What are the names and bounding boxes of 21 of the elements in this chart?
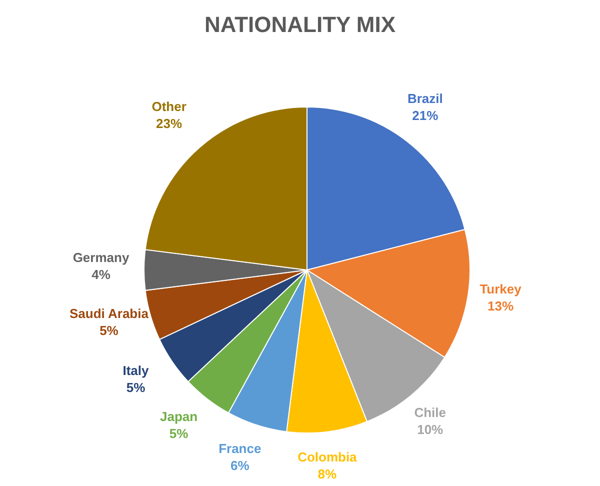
chart-title: NATIONALITY MIX (203, 12, 397, 38)
slice-label: Italy (122, 362, 150, 378)
data-label: 5% (100, 323, 119, 338)
slice-label: Japan (160, 408, 198, 424)
data-label: 21% (412, 108, 439, 124)
slice-label: Turkey (480, 281, 522, 296)
slice-label: Chile (414, 404, 446, 420)
data-label: 13% (488, 298, 514, 314)
data-label: 4% (92, 267, 111, 282)
data-label: 10% (417, 422, 444, 437)
data-label: 6% (230, 458, 250, 474)
data-label: 23% (156, 116, 183, 132)
slice-label: Other (152, 99, 186, 114)
slice-label: Colombia (298, 449, 358, 464)
data-label: 5% (169, 426, 189, 441)
slice-label: Brazil (407, 91, 443, 106)
data-label: 5% (126, 380, 146, 395)
slice-label: France (218, 441, 262, 456)
slice-label: Saudi Arabia (69, 306, 150, 322)
data-label: 8% (318, 466, 338, 482)
slice-label: Germany (72, 250, 130, 265)
